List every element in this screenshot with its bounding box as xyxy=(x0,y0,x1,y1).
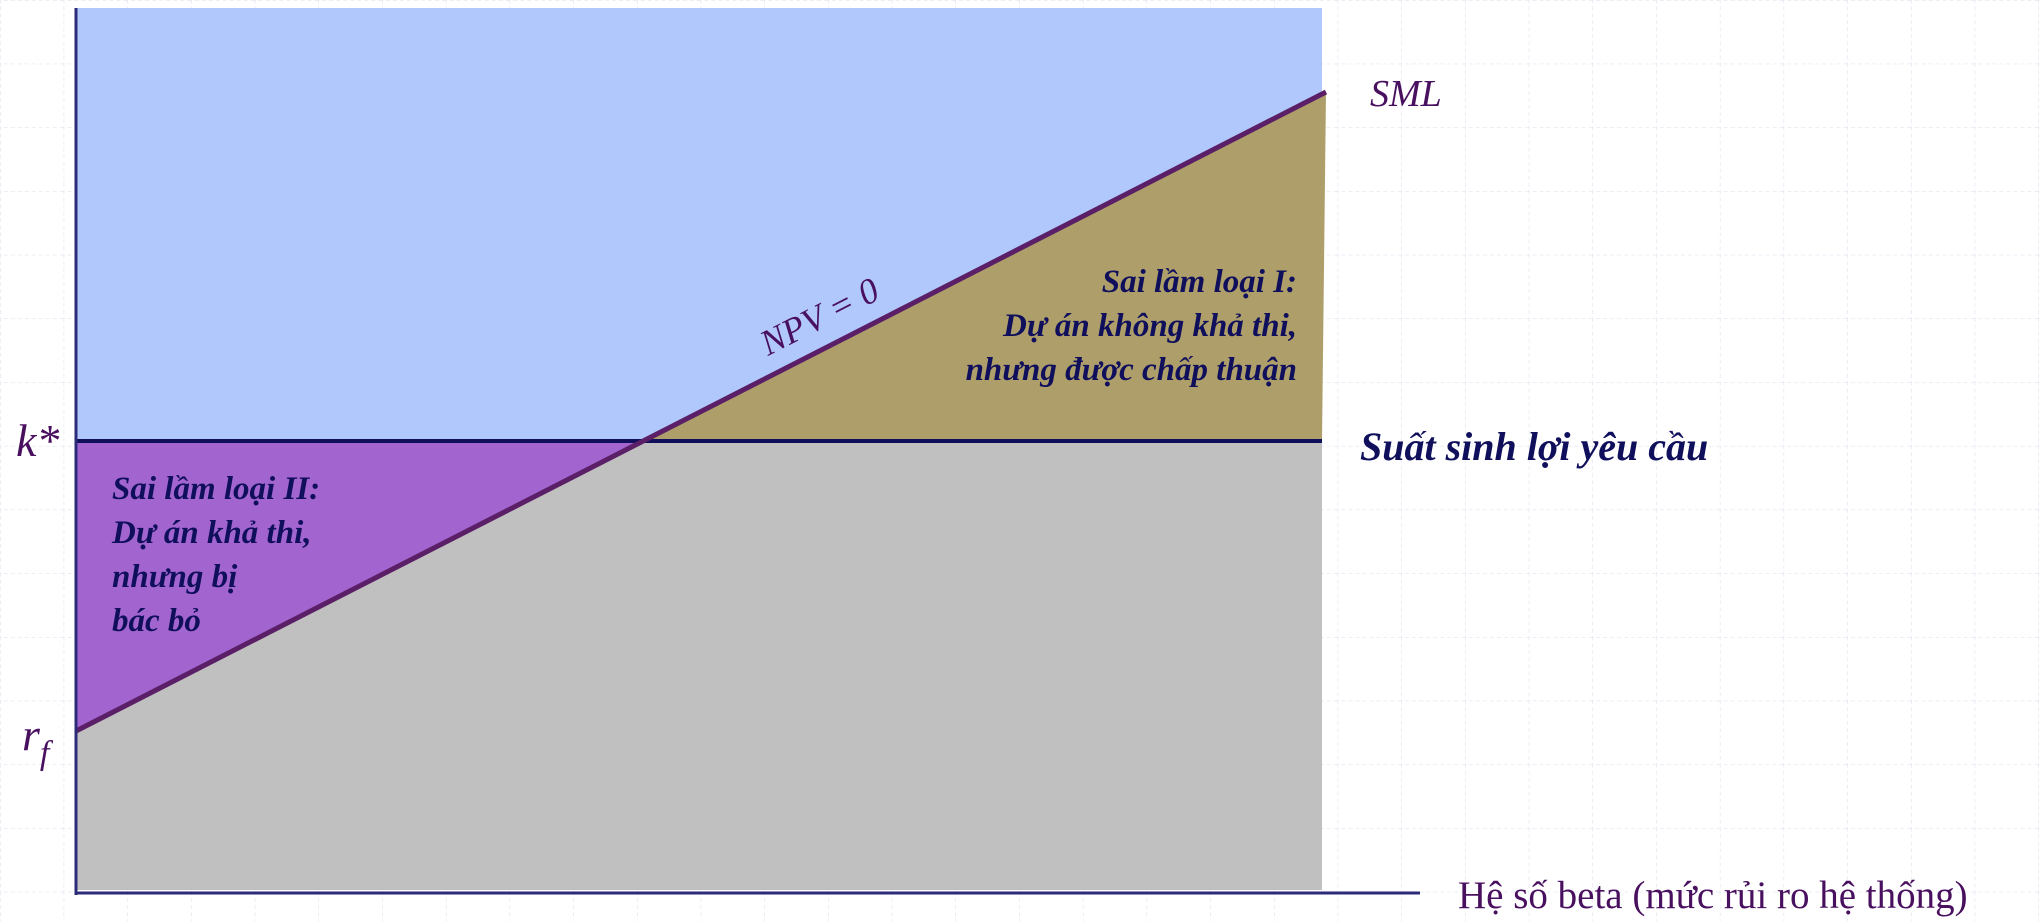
k-star-label: k* xyxy=(16,415,59,466)
error-type-2-line-1: Sai lầm loại II: xyxy=(112,471,320,507)
sml-line xyxy=(74,89,1328,734)
error-type-1-line-2: Dự án không khả thi, xyxy=(1002,308,1297,344)
sml-label: SML xyxy=(1370,73,1442,115)
error-type-2-line-3: nhưng bị xyxy=(112,559,238,595)
error-type-1-line-3: nhưng được chấp thuận xyxy=(966,352,1297,388)
error-type-1-line-1: Sai lầm loại I: xyxy=(1102,264,1297,300)
required-return-label: Suất sinh lợi yêu cầu xyxy=(1360,424,1708,469)
error-type-2-line-4: bác bỏ xyxy=(112,603,201,639)
error-type-2-annotation: Sai lầm loại II: Dự án khả thi, nhưng bị… xyxy=(111,471,320,639)
x-axis-label: Hệ số beta (mức rủi ro hệ thống) xyxy=(1458,874,1968,917)
error-type-2-line-2: Dự án khả thi, xyxy=(111,515,312,551)
error-type-1-annotation: Sai lầm loại I: Dự án không khả thi, như… xyxy=(966,264,1297,388)
